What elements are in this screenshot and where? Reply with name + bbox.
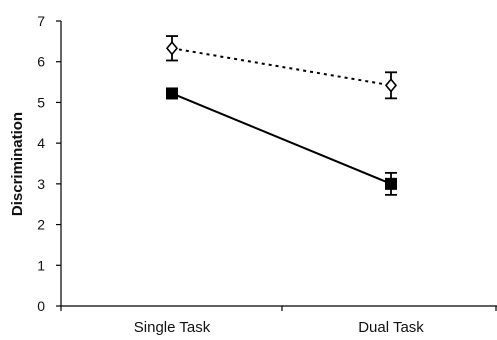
point-diamond xyxy=(165,41,179,56)
x-category-label: Single Task xyxy=(134,319,211,336)
y-axis-ticks: 0 1 2 3 4 5 6 7 xyxy=(37,13,61,314)
series-layer xyxy=(165,35,398,196)
series-line xyxy=(171,92,392,185)
y-tick-label: 3 xyxy=(37,176,45,192)
series-1 xyxy=(166,87,397,196)
point-diamond xyxy=(384,78,398,93)
axes xyxy=(60,21,497,307)
y-axis-label: Discrimination xyxy=(9,112,26,216)
y-tick-label: 2 xyxy=(37,217,45,233)
x-axis-ticks: Single Task Dual Task xyxy=(60,306,497,336)
y-tick-label: 7 xyxy=(37,13,45,29)
y-tick-label: 0 xyxy=(37,298,45,314)
series-line xyxy=(171,47,392,87)
y-tick-label: 1 xyxy=(37,257,45,273)
point-square xyxy=(385,177,397,190)
x-category-label: Dual Task xyxy=(358,319,424,336)
y-tick-label: 6 xyxy=(37,54,45,70)
series-0 xyxy=(165,35,398,100)
y-tick-label: 5 xyxy=(37,94,45,110)
y-tick-label: 4 xyxy=(37,135,45,151)
point-square xyxy=(166,87,178,100)
